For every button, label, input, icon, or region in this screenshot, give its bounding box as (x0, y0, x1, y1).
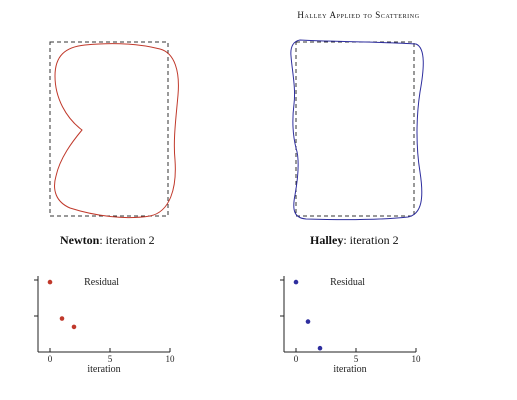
newton-caption: Newton: iteration 2 (60, 233, 155, 248)
halley-x-tick-label: 10 (412, 354, 422, 364)
newton-reference-rectangle (49, 41, 169, 217)
halley-method-label: Halley (310, 233, 344, 247)
halley-x-tick-label: 5 (354, 354, 359, 364)
halley-residual-point (317, 345, 323, 351)
halley-residual-point (293, 279, 299, 285)
newton-residual-chart: 0 5 10 iteration Residual (34, 276, 176, 375)
newton-residual-point (47, 279, 53, 285)
newton-residual-point (71, 324, 77, 330)
newton-x-tick-label: 10 (166, 354, 176, 364)
newton-residual-point (59, 316, 65, 321)
newton-shape-panel (49, 41, 179, 219)
halley-boundary-curve (290, 39, 424, 221)
halley-x-tick-label: 0 (294, 354, 299, 364)
halley-reference-rectangle (295, 41, 415, 217)
halley-caption: Halley: iteration 2 (310, 233, 399, 248)
halley-x-axis-label: iteration (333, 364, 366, 375)
halley-iteration-label: : iteration 2 (343, 233, 399, 247)
figure-title: Halley Applied to Scattering (297, 10, 420, 20)
halley-residual-chart: 0 5 10 iteration Residual (280, 276, 422, 375)
newton-chart-title: Residual (84, 277, 119, 288)
halley-chart-title: Residual (330, 277, 365, 288)
newton-boundary-curve (54, 43, 179, 219)
newton-method-label: Newton (60, 233, 100, 247)
halley-shape-panel (290, 39, 424, 221)
newton-x-tick-label: 0 (48, 354, 53, 364)
newton-iteration-label: : iteration 2 (99, 233, 155, 247)
newton-x-axis-label: iteration (87, 364, 120, 375)
halley-residual-point (305, 319, 311, 324)
newton-x-tick-label: 5 (108, 354, 113, 364)
